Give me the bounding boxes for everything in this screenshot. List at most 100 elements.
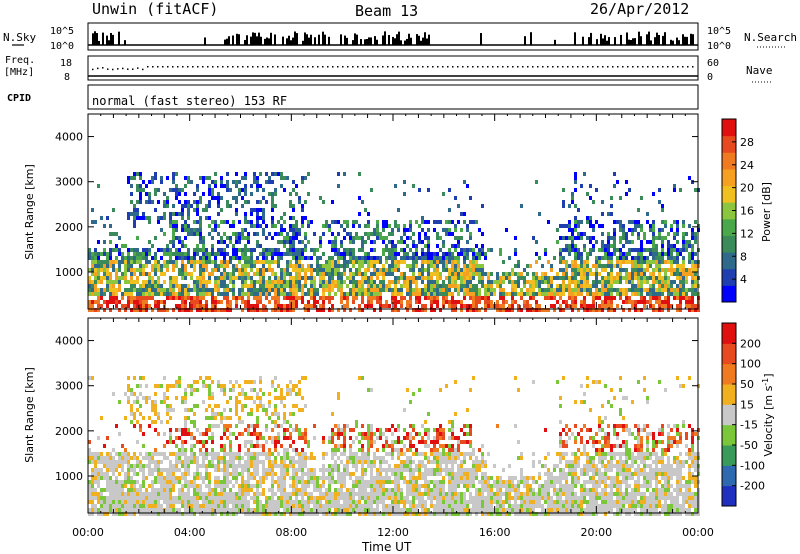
heatmap-cell — [163, 200, 166, 204]
heatmap-cell — [406, 304, 409, 308]
heatmap-cell — [568, 224, 571, 228]
heatmap-cell — [319, 244, 322, 248]
heatmap-cell — [622, 292, 625, 296]
heatmap-cell — [157, 384, 160, 388]
noise-bar — [370, 37, 372, 45]
heatmap-cell — [238, 452, 241, 456]
heatmap-cell — [430, 300, 433, 304]
heatmap-cell — [145, 396, 148, 400]
heatmap-cell — [217, 212, 220, 216]
heatmap-cell — [574, 256, 577, 260]
heatmap-cell — [400, 300, 403, 304]
heatmap-cell — [310, 300, 313, 304]
heatmap-cell — [145, 300, 148, 304]
heatmap-cell — [514, 292, 517, 296]
heatmap-cell — [199, 464, 202, 468]
heatmap-cell — [112, 296, 115, 300]
heatmap-cell — [409, 288, 412, 292]
heatmap-cell — [502, 260, 505, 264]
heatmap-cell — [679, 280, 682, 284]
heatmap-cell — [658, 256, 661, 260]
heatmap-cell — [520, 296, 523, 300]
noise-bar — [406, 38, 408, 45]
heatmap-cell — [136, 184, 139, 188]
heatmap-cell — [211, 268, 214, 272]
heatmap-cell — [394, 280, 397, 284]
heatmap-cell — [328, 308, 331, 312]
heatmap-cell — [427, 288, 430, 292]
heatmap-cell — [628, 248, 631, 252]
heatmap-cell — [685, 244, 688, 248]
heatmap-cell — [364, 224, 367, 228]
heatmap-cell — [301, 180, 304, 184]
heatmap-cell — [415, 292, 418, 296]
noise-bar — [306, 34, 308, 45]
heatmap-cell — [172, 484, 175, 488]
heatmap-cell — [253, 452, 256, 456]
heatmap-cell — [160, 400, 163, 404]
heatmap-cell — [187, 216, 190, 220]
heatmap-cell — [688, 244, 691, 248]
heatmap-cell — [262, 492, 265, 496]
heatmap-cell — [121, 512, 124, 516]
heatmap-cell — [139, 172, 142, 176]
heatmap-cell — [100, 268, 103, 272]
heatmap-cell — [319, 284, 322, 288]
heatmap-cell — [142, 252, 145, 256]
heatmap-cell — [529, 288, 532, 292]
heatmap-cell — [118, 308, 121, 312]
heatmap-cell — [211, 424, 214, 428]
heatmap-cell — [454, 268, 457, 272]
heatmap-cell — [616, 260, 619, 264]
heatmap-cell — [445, 256, 448, 260]
heatmap-cell — [229, 456, 232, 460]
heatmap-cell — [334, 252, 337, 256]
heatmap-cell — [148, 396, 151, 400]
heatmap-cell — [226, 272, 229, 276]
heatmap-cell — [184, 504, 187, 508]
heatmap-cell — [502, 272, 505, 276]
heatmap-cell — [511, 292, 514, 296]
heatmap-cell — [343, 308, 346, 312]
heatmap-cell — [220, 436, 223, 440]
heatmap-cell — [382, 296, 385, 300]
heatmap-cell — [253, 428, 256, 432]
heatmap-cell — [238, 256, 241, 260]
heatmap-cell — [274, 172, 277, 176]
heatmap-cell — [124, 452, 127, 456]
heatmap-cell — [526, 288, 529, 292]
heatmap-cell — [373, 268, 376, 272]
heatmap-cell — [604, 296, 607, 300]
heatmap-cell — [133, 488, 136, 492]
heatmap-cell — [253, 476, 256, 480]
noise-bar — [630, 40, 632, 45]
heatmap-cell — [631, 296, 634, 300]
heatmap-cell — [412, 244, 415, 248]
heatmap-cell — [232, 468, 235, 472]
heatmap-cell — [187, 416, 190, 420]
heatmap-cell — [172, 284, 175, 288]
heatmap-cell — [253, 308, 256, 312]
heatmap-cell — [277, 260, 280, 264]
noise-bar — [658, 35, 660, 45]
colorbar-tick-label: 12 — [740, 227, 754, 240]
noise-bar — [108, 40, 110, 45]
heatmap-cell — [379, 256, 382, 260]
heatmap-cell — [214, 196, 217, 200]
heatmap-cell — [631, 240, 634, 244]
colorbar-tick-label: 20 — [740, 182, 754, 195]
heatmap-cell — [109, 288, 112, 292]
heatmap-cell — [337, 288, 340, 292]
heatmap-cell — [157, 476, 160, 480]
heatmap-cell — [112, 512, 115, 516]
heatmap-cell — [256, 300, 259, 304]
heatmap-cell — [331, 220, 334, 224]
heatmap-cell — [253, 468, 256, 472]
heatmap-cell — [328, 276, 331, 280]
heatmap-cell — [616, 292, 619, 296]
heatmap-cell — [205, 408, 208, 412]
heatmap-cell — [580, 272, 583, 276]
heatmap-cell — [307, 288, 310, 292]
heatmap-cell — [91, 496, 94, 500]
heatmap-cell — [244, 284, 247, 288]
